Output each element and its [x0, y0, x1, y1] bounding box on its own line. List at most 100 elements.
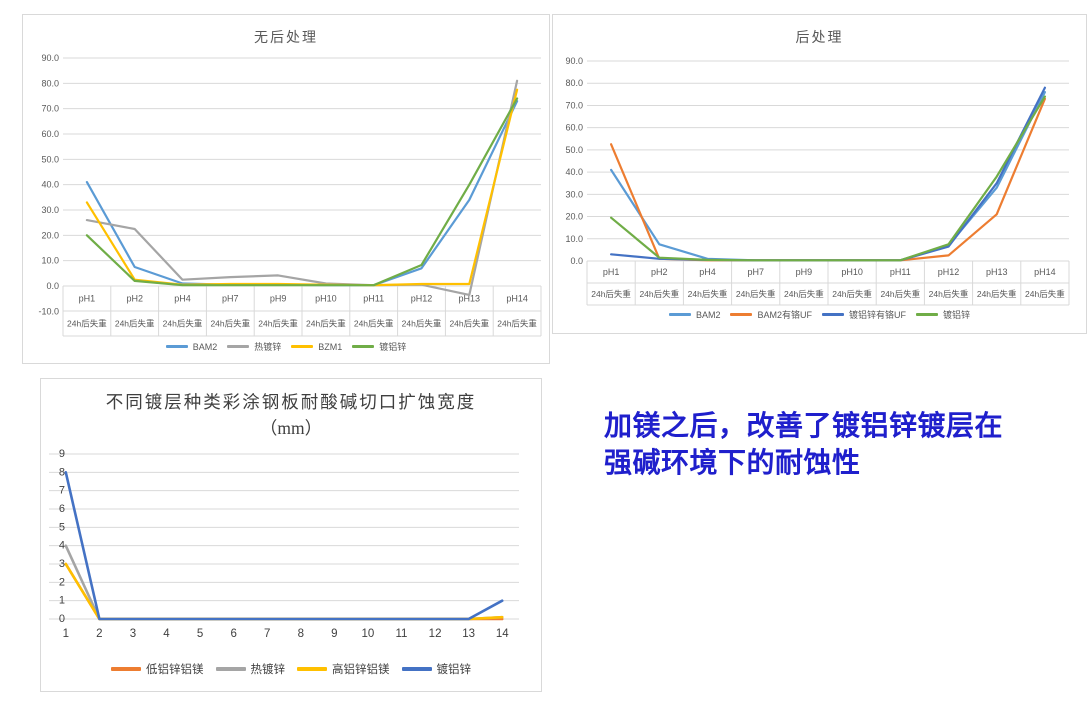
legend-label: 低铝锌铝镁: [146, 664, 204, 676]
x-axis-category: 11: [396, 628, 408, 640]
legend-label: 镀铝锌: [943, 310, 971, 320]
y-axis-tick: 30.0: [565, 189, 583, 199]
y-axis-tick: -10.0: [38, 306, 59, 316]
x-axis-category: 2: [96, 628, 102, 640]
annotation-text: 加镁之后，改善了镀铝锌镀层在 强碱环境下的耐蚀性: [604, 408, 1074, 482]
x-axis-category: pH2: [126, 294, 143, 304]
legend-item-热镀锌: 热镀锌: [215, 661, 286, 677]
y-axis-tick: 3: [59, 558, 65, 570]
x-axis-sublabel: 24h后失重: [639, 289, 679, 299]
legend-item-BAM2有铬UF: BAM2有铬UF: [730, 308, 812, 321]
chart-title-cut-edge: 不同镀层种类彩涂钢板耐酸碱切口扩蚀宽度: [105, 392, 477, 412]
x-axis-category: pH1: [79, 294, 96, 304]
y-axis-tick: 40.0: [41, 180, 59, 190]
y-axis-tick: 60.0: [565, 123, 583, 133]
x-axis-category: pH9: [796, 267, 813, 277]
legend-swatch: [916, 313, 938, 316]
chart-title-no-post-treatment: 无后处理: [254, 29, 318, 45]
y-axis-tick: 40.0: [565, 167, 583, 177]
x-axis-category: 7: [264, 628, 270, 640]
legend-swatch: [668, 313, 691, 316]
x-axis-category: pH7: [222, 294, 239, 304]
x-axis-sublabel: 24h后失重: [115, 319, 155, 329]
x-axis-sublabel: 24h后失重: [67, 319, 107, 329]
y-axis-tick: 80.0: [41, 78, 59, 88]
legend-swatch: [401, 667, 432, 671]
legend-swatch: [215, 667, 246, 671]
x-axis-category: pH13: [986, 267, 1008, 277]
legend-label: 热镀锌: [250, 664, 286, 676]
annotation-line-2: 强碱环境下的耐蚀性: [604, 446, 861, 478]
x-axis-category: 1: [63, 628, 69, 640]
series-line-镀铝锌: [609, 95, 1046, 262]
y-axis-tick: 6: [59, 503, 65, 515]
y-axis-tick: 30.0: [41, 205, 59, 215]
chart-legend-no-post-treatment: BAM2 热镀锌 BZM1 镀铝锌: [23, 340, 549, 353]
y-axis-tick: 0.0: [46, 281, 59, 291]
legend-swatch: [291, 345, 314, 348]
x-axis-category: 8: [298, 628, 304, 640]
legend-swatch: [165, 345, 188, 348]
legend-swatch: [730, 313, 753, 316]
legend-swatch: [822, 313, 844, 316]
x-axis-category: 6: [230, 628, 236, 640]
legend-swatch: [352, 345, 375, 348]
legend-label: 热镀锌: [254, 342, 282, 352]
x-axis-sublabel: 24h后失重: [497, 319, 537, 329]
y-axis-tick: 80.0: [565, 78, 583, 88]
x-axis-sublabel: 24h后失重: [929, 289, 969, 299]
series-line-BZM1: [85, 88, 519, 287]
legend-item-低铝锌铝镁: 低铝锌铝镁: [111, 661, 204, 677]
x-axis-category: pH4: [699, 267, 716, 277]
annotation-line-1: 加镁之后，改善了镀铝锌镀层在: [604, 410, 1004, 441]
chart-title-post-treatment: 后处理: [795, 29, 844, 45]
y-axis-tick: 0: [59, 613, 65, 625]
y-axis-tick: 70.0: [41, 104, 59, 114]
y-axis-tick: 8: [59, 466, 65, 478]
x-axis-sublabel: 24h后失重: [163, 319, 203, 329]
x-axis-sublabel: 24h后失重: [736, 289, 776, 299]
x-axis-sublabel: 24h后失重: [306, 319, 346, 329]
legend-label: BAM2有铬UF: [757, 310, 812, 320]
series-line-镀铝锌: [64, 471, 504, 621]
x-axis-sublabel: 24h后失重: [258, 319, 298, 329]
x-axis-sublabel: 24h后失重: [1025, 289, 1065, 299]
x-axis-category: pH9: [270, 294, 287, 304]
x-axis-category: 13: [462, 628, 475, 640]
legend-item-高铝锌铝镁: 高铝锌铝镁: [297, 661, 390, 677]
legend-label: 镀铝锌有铬UF: [849, 310, 906, 320]
legend-label: BZM1: [318, 341, 343, 352]
x-axis-sublabel: 24h后失重: [880, 289, 920, 299]
y-axis-tick: 0.0: [570, 256, 583, 266]
line-chart-no-post-treatment: 90.0 80.0 70.0 60.0 50.0 40.0 30.0 20.0 10.0 0.0 -…: [38, 53, 542, 337]
y-axis-tick: 60.0: [41, 129, 59, 139]
legend-item-镀铝锌: 镀铝锌: [401, 661, 472, 677]
legend-label: 镀铝锌: [436, 664, 472, 676]
y-axis-tick: 2: [59, 576, 65, 588]
x-axis-sublabel: 24h后失重: [354, 319, 394, 329]
y-axis-tick: 4: [59, 540, 65, 552]
x-axis-category: 12: [429, 628, 442, 640]
y-axis-tick: 50.0: [41, 154, 59, 164]
y-axis-tick: 1: [59, 595, 65, 607]
y-axis-tick: 10.0: [41, 256, 59, 266]
legend-swatch: [111, 667, 141, 671]
legend-label: BAM2: [192, 341, 218, 352]
y-axis-tick: 20.0: [41, 230, 59, 240]
x-axis-sublabel: 24h后失重: [449, 319, 489, 329]
series-line-BAM2有铬UF: [609, 97, 1046, 262]
x-axis-category: pH11: [363, 294, 384, 304]
legend-swatch: [297, 667, 327, 671]
legend-item-BAM2: BAM2: [165, 341, 218, 352]
series-line-BAM2: [85, 99, 519, 287]
legend-swatch: [227, 345, 250, 348]
y-axis-tick: 5: [59, 521, 65, 533]
chart-legend-cut-edge: 低铝锌铝镁 热镀锌 高铝锌铝镁 镀铝锌: [41, 661, 541, 677]
x-axis-category: pH13: [459, 294, 481, 304]
chart-panel-no-post-treatment: 无后处理 90.0 80.0 70.0 60.0 50.0 40.0 30.0 20.0 10.…: [22, 14, 550, 364]
x-axis-sublabel: 24h后失重: [591, 289, 631, 299]
x-axis-category: pH1: [603, 267, 620, 277]
legend-item-镀铝锌有铬UF: 镀铝锌有铬UF: [822, 308, 906, 321]
x-axis-category: 5: [197, 628, 203, 640]
